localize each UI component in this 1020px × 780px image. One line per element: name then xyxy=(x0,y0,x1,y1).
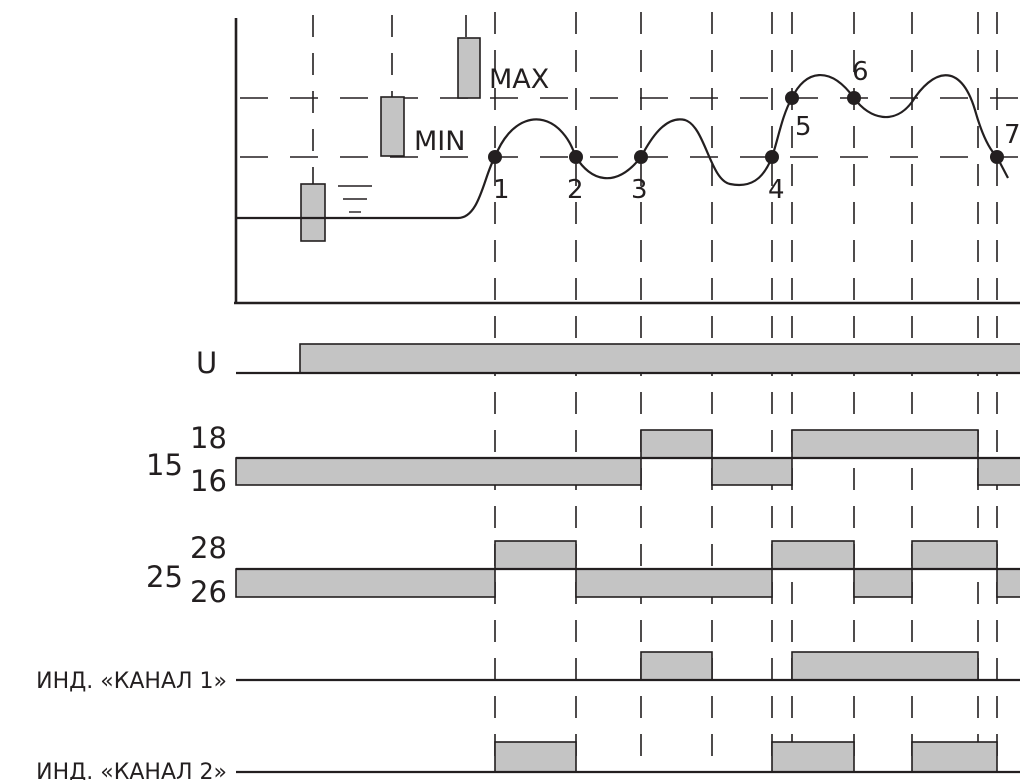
point-marker xyxy=(488,150,502,164)
relay-2-upper-pulse xyxy=(494,540,577,570)
point-marker xyxy=(765,150,779,164)
point-marker xyxy=(569,150,583,164)
row-indicator-2: ИНД. «КАНАЛ 2» xyxy=(36,741,1020,780)
point-label: 7 xyxy=(1004,120,1020,150)
row-indicator-1: ИНД. «КАНАЛ 1» xyxy=(36,651,1020,694)
relay-1-common-label: 15 xyxy=(146,448,183,482)
row-supply-u: U xyxy=(196,343,1020,380)
point-marker xyxy=(785,91,799,105)
relay-2-upper-label: 28 xyxy=(190,531,227,565)
probes: MIN MAX xyxy=(300,37,549,242)
ground-probe xyxy=(300,183,326,242)
row-label-indicator-1: ИНД. «КАНАЛ 1» xyxy=(36,669,227,694)
indicator-2-pulse xyxy=(771,741,855,773)
row-label-indicator-2: ИНД. «КАНАЛ 2» xyxy=(36,760,227,780)
relay-2-upper-pulse xyxy=(911,540,998,570)
indicator-2-pulse xyxy=(494,741,577,773)
min-label: MIN xyxy=(414,126,465,157)
row-relay-1: 15 18 16 xyxy=(146,421,1020,498)
relay-1-lower-pulse xyxy=(235,457,642,486)
relay-2-lower-pulse xyxy=(996,568,1020,598)
relay-2-lower-pulse xyxy=(853,568,913,598)
point-marker xyxy=(847,91,861,105)
supply-pulse xyxy=(299,343,1020,374)
row-relay-2: 25 28 26 xyxy=(146,531,1020,609)
relay-2-lower-pulse xyxy=(235,568,496,598)
guide-lines xyxy=(312,12,998,770)
point-label: 1 xyxy=(493,175,510,205)
liquid-level-curve xyxy=(236,74,1009,220)
point-label: 3 xyxy=(631,175,648,205)
relay-1-upper-pulse xyxy=(791,429,979,459)
point-label: 6 xyxy=(852,57,869,87)
relay-1-lower-pulse xyxy=(977,457,1020,486)
row-label-u: U xyxy=(196,346,217,380)
point-marker xyxy=(990,150,1004,164)
level-lines xyxy=(240,97,1020,158)
point-marker xyxy=(634,150,648,164)
indicator-2-pulse xyxy=(911,741,998,773)
relay-2-lower-label: 26 xyxy=(190,575,227,609)
point-label: 5 xyxy=(795,112,812,142)
plot-axes xyxy=(234,18,1020,305)
min-probe xyxy=(380,96,405,157)
relay-1-lower-pulse xyxy=(711,457,793,486)
curve-points: 1 2 3 4 5 6 7 xyxy=(488,57,1020,205)
relay-2-lower-pulse xyxy=(575,568,773,598)
indicator-1-pulse xyxy=(640,651,713,681)
relay-2-upper-pulse xyxy=(771,540,855,570)
relay-1-upper-label: 18 xyxy=(190,421,227,455)
max-label: MAX xyxy=(489,64,549,95)
indicator-1-pulse xyxy=(791,651,979,681)
relay-2-common-label: 25 xyxy=(146,560,183,594)
point-label: 2 xyxy=(567,175,584,205)
ground-icon xyxy=(338,185,372,213)
point-label: 4 xyxy=(768,175,785,205)
max-probe xyxy=(457,37,481,99)
relay-1-upper-pulse xyxy=(640,429,713,459)
relay-1-lower-label: 16 xyxy=(190,464,227,498)
